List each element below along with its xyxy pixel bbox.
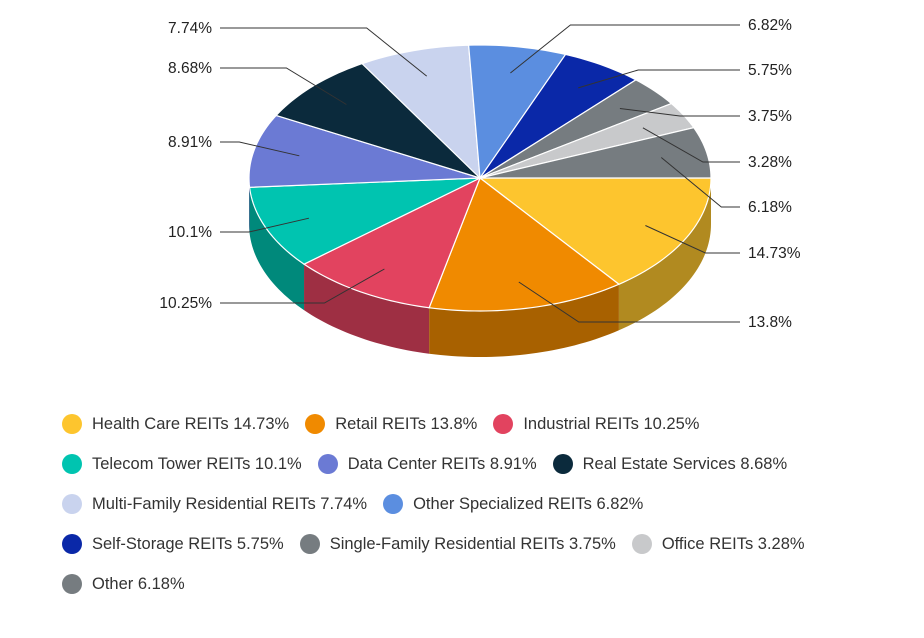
legend-label: Industrial REITs 10.25% <box>523 414 700 433</box>
callout-line-6 <box>220 67 347 105</box>
pie-side-layer <box>249 178 711 357</box>
legend-item-industrial[interactable]: Industrial REITs 10.25% <box>493 414 699 434</box>
legend-swatch <box>62 454 82 474</box>
data-label-3: 10.25% <box>159 295 212 312</box>
data-label-4: 10.1% <box>168 224 212 241</box>
pie-slice-10[interactable] <box>479 79 673 179</box>
pie-slice-8[interactable] <box>467 44 567 180</box>
legend-item-self-storage[interactable]: Self-Storage REITs 5.75% <box>62 534 284 554</box>
legend-item-other[interactable]: Other 6.18% <box>62 574 185 594</box>
legend-swatch <box>62 534 82 554</box>
callout-line-4 <box>220 217 310 233</box>
callout-line-7 <box>220 27 428 77</box>
data-label-8: 6.82% <box>748 17 792 34</box>
legend-label: Multi-Family Residential REITs 7.74% <box>92 494 368 513</box>
callout-line-12 <box>660 157 740 208</box>
callout-layer: 14.73% 13.8% 10.25% 10.1% 8.91% 8.68% 7.74% 6.8… <box>159 17 800 331</box>
legend-swatch <box>631 534 652 554</box>
data-label-7: 7.74% <box>168 20 212 37</box>
pie-slice-7[interactable] <box>360 44 481 180</box>
legend: Health Care REITs 14.73% Retail REITs 13… <box>62 404 912 604</box>
callout-line-10 <box>619 108 740 117</box>
legend-item-telecom-tower[interactable]: Telecom Tower REITs 10.1% <box>62 454 302 474</box>
legend-label: Other 6.18% <box>92 574 185 593</box>
callout-line-3 <box>220 268 385 304</box>
legend-row: Multi-Family Residential REITs 7.74% Oth… <box>62 484 912 524</box>
legend-swatch <box>317 454 338 474</box>
data-label-12: 6.18% <box>748 199 792 216</box>
data-label-5: 8.91% <box>168 134 212 151</box>
legend-item-data-center[interactable]: Data Center REITs 8.91% <box>317 454 537 474</box>
pie-top-layer <box>248 44 712 312</box>
callout-line-1 <box>645 225 740 254</box>
legend-label: Self-Storage REITs 5.75% <box>92 534 284 553</box>
data-label-2: 13.8% <box>748 314 792 331</box>
legend-swatch <box>299 534 320 554</box>
legend-label: Telecom Tower REITs 10.1% <box>92 454 302 473</box>
pie-chart: 14.73% 13.8% 10.25% 10.1% 8.91% 8.68% 7.74% 6.8… <box>159 17 801 357</box>
pie-slice-12[interactable] <box>479 126 712 179</box>
legend-swatch <box>552 454 573 474</box>
pie-slice-3[interactable] <box>302 176 482 309</box>
legend-row: Telecom Tower REITs 10.1% Data Center RE… <box>62 444 912 484</box>
data-label-9: 5.75% <box>748 62 792 79</box>
legend-label: Single-Family Residential REITs 3.75% <box>329 534 616 553</box>
legend-item-office[interactable]: Office REITs 3.28% <box>631 534 805 554</box>
legend-swatch <box>62 494 82 514</box>
legend-row: Other 6.18% <box>62 564 912 604</box>
pie-side-1 <box>618 178 711 331</box>
pie-slice-2[interactable] <box>428 177 621 312</box>
legend-label: Health Care REITs 14.73% <box>92 414 290 433</box>
data-label-6: 8.68% <box>168 60 212 77</box>
data-label-10: 3.75% <box>748 108 792 125</box>
callout-line-11 <box>642 127 740 163</box>
legend-swatch <box>383 494 404 514</box>
legend-swatch <box>493 414 514 434</box>
legend-label: Office REITs 3.28% <box>661 534 805 553</box>
legend-swatch <box>62 574 82 594</box>
legend-item-health-care[interactable]: Health Care REITs 14.73% <box>62 414 289 434</box>
legend-label: Data Center REITs 8.91% <box>347 454 537 473</box>
legend-row: Self-Storage REITs 5.75% Single-Family R… <box>62 524 912 564</box>
legend-item-retail[interactable]: Retail REITs 13.8% <box>305 414 477 434</box>
data-label-11: 3.28% <box>748 154 792 171</box>
data-label-1: 14.73% <box>748 245 801 262</box>
pie-side-5 <box>249 178 250 234</box>
pie-side-2 <box>429 284 619 357</box>
callout-line-2 <box>518 281 740 323</box>
legend-swatch <box>305 414 326 434</box>
legend-item-multi-family-residential[interactable]: Multi-Family Residential REITs 7.74% <box>62 494 367 514</box>
pie-slice-5[interactable] <box>248 114 481 188</box>
pie-side-3 <box>304 264 430 354</box>
pie-slice-11[interactable] <box>479 102 695 179</box>
legend-item-real-estate-services[interactable]: Real Estate Services 8.68% <box>552 454 788 474</box>
pie-side-4 <box>249 187 305 311</box>
callout-line-8 <box>510 24 740 74</box>
legend-item-other-specialized[interactable]: Other Specialized REITs 6.82% <box>383 494 643 514</box>
legend-swatch <box>62 414 82 434</box>
callout-line-5 <box>220 141 300 157</box>
legend-label: Retail REITs 13.8% <box>335 414 478 433</box>
legend-label: Real Estate Services 8.68% <box>582 454 788 473</box>
pie-slice-9[interactable] <box>479 53 638 179</box>
legend-label: Other Specialized REITs 6.82% <box>413 494 644 513</box>
callout-line-9 <box>578 69 740 89</box>
legend-item-single-family-residential[interactable]: Single-Family Residential REITs 3.75% <box>299 534 616 554</box>
legend-row: Health Care REITs 14.73% Retail REITs 13… <box>62 404 912 444</box>
